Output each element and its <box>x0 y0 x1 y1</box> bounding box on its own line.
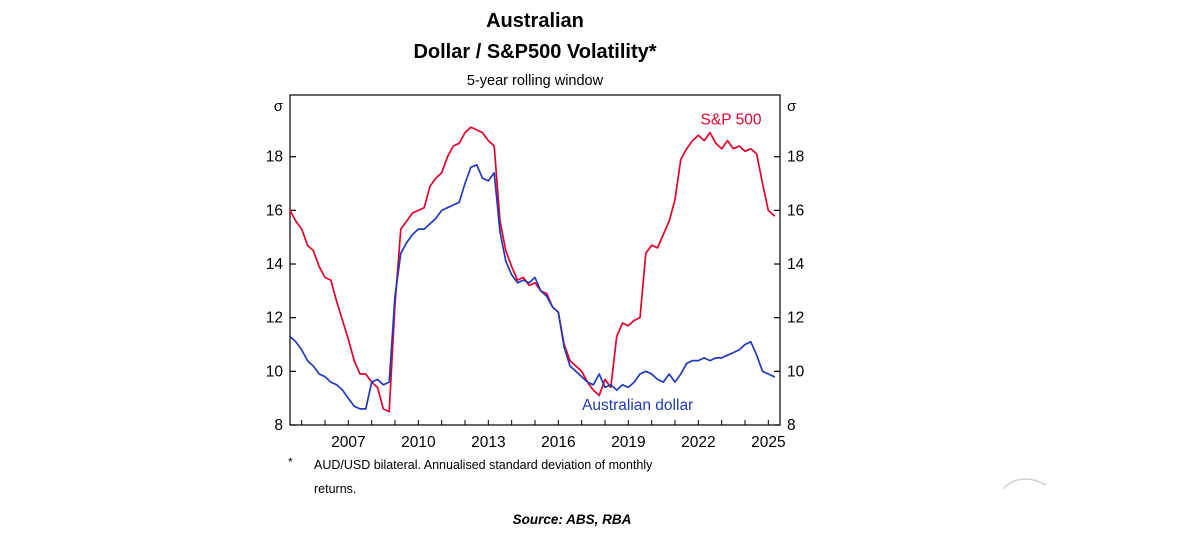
chart-title-line2: Dollar / S&P500 Volatility* <box>413 41 657 63</box>
y-axis-unit-right: σ <box>787 98 797 115</box>
y-tick-label-right: 12 <box>787 310 804 327</box>
series-line-aud <box>289 163 776 410</box>
y-tick-label-right: 10 <box>787 363 805 380</box>
x-tick-label: 2007 <box>331 434 365 451</box>
y-tick-label-right: 8 <box>787 417 796 434</box>
decorative-squiggle-path <box>1002 478 1047 490</box>
x-tick-label: 2019 <box>611 434 645 451</box>
x-tick-label: 2010 <box>401 434 436 451</box>
y-tick-label-left: 12 <box>266 310 283 327</box>
chart-header: Australian Dollar / S&P500 Volatility* 5… <box>185 6 885 89</box>
y-tick-label-right: 18 <box>787 149 804 166</box>
series-line-sp500 <box>289 126 776 413</box>
y-tick-label-right: 16 <box>787 202 804 219</box>
x-tick-label: 2013 <box>471 434 505 451</box>
x-tick-label: 2016 <box>541 434 575 451</box>
y-tick-label-left: 18 <box>266 149 283 166</box>
footnote: * AUD/USD bilateral. Annualised standard… <box>288 453 748 501</box>
x-tick-label: 2022 <box>681 434 715 451</box>
chart-title-line1: Australian <box>486 10 584 32</box>
volatility-chart: 8 8 10 10 12 12 14 14 16 16 18 18 σ σ 2007 2010 2013 2016… <box>266 94 805 451</box>
y-tick-label-left: 14 <box>266 256 284 273</box>
decorative-squiggle <box>1002 478 1047 490</box>
y-tick-label-left: 16 <box>266 202 283 219</box>
y-tick-label-left: 8 <box>274 417 283 434</box>
y-axis-unit-left: σ <box>274 98 284 115</box>
x-tick-label: 2025 <box>751 434 785 451</box>
y-tick-label-right: 14 <box>787 256 805 273</box>
footnote-marker: * <box>288 455 293 469</box>
plot-frame <box>289 94 781 426</box>
footnote-line2: returns. <box>314 482 357 496</box>
source-note: Source: ABS, RBA <box>512 512 632 527</box>
y-tick-label-left: 10 <box>266 363 284 380</box>
series-label-sp500: S&P 500 <box>701 112 762 129</box>
chart-subtitle: 5-year rolling window <box>466 73 604 89</box>
footnote-line1: AUD/USD bilateral. Annualised standard d… <box>314 458 653 472</box>
series-label-aud: Australian dollar <box>582 397 693 414</box>
